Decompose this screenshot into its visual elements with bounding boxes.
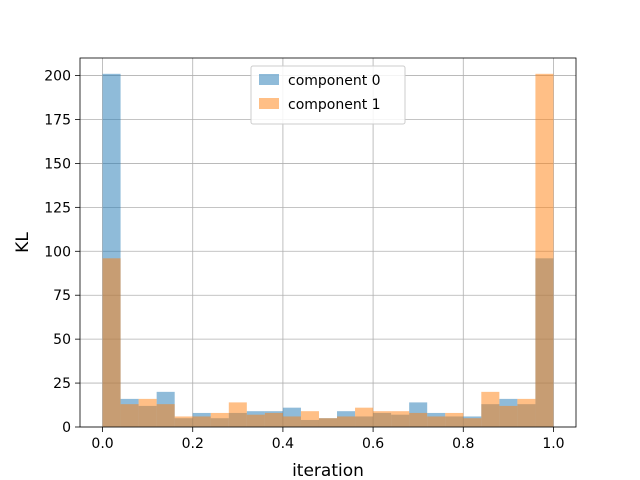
x-axis-ticks: 0.0 0.2 0.4 0.6 0.8 1.0	[91, 427, 565, 452]
y-axis-ticks: 0 25 50 75 100 125 150 175 200	[44, 69, 80, 436]
y-tick-label: 50	[53, 332, 71, 348]
y-tick-label: 25	[53, 376, 71, 392]
histogram-bar-component-1	[337, 416, 356, 427]
histogram-bar-component-1	[228, 402, 247, 427]
legend-label-component-1: component 1	[288, 97, 381, 113]
y-axis-label: KL	[13, 232, 33, 253]
legend-swatch-component-1	[259, 98, 279, 109]
histogram-bar-component-1	[210, 412, 229, 427]
plot-frame	[79, 57, 577, 428]
histogram-bar-component-1	[499, 405, 518, 427]
x-tick-label: 0.2	[182, 436, 204, 452]
y-tick-label: 175	[44, 113, 71, 129]
y-tick-label: 100	[44, 244, 71, 260]
legend-swatch-component-0	[259, 74, 279, 85]
y-tick-label: 200	[44, 69, 71, 85]
x-tick-label: 1.0	[542, 436, 564, 452]
histogram-bar-component-1	[264, 412, 283, 427]
x-tick-label: 0.4	[272, 436, 294, 452]
x-tick-label: 0.6	[362, 436, 384, 452]
y-tick-label: 125	[44, 200, 71, 216]
histogram-bar-component-1	[517, 398, 536, 427]
histogram-bar-component-1	[138, 398, 157, 427]
legend-box	[250, 65, 406, 125]
histogram-bar-component-1	[463, 418, 482, 427]
histogram-bar-component-1	[102, 258, 121, 427]
x-tick-label: 0.0	[91, 436, 113, 452]
histogram-bar-component-1	[445, 412, 464, 427]
y-tick-label: 0	[62, 420, 71, 436]
histogram-bar-component-1	[120, 404, 139, 427]
histogram-bar-component-1	[409, 412, 428, 427]
histogram-bar-component-1	[156, 404, 175, 427]
histogram-bar-component-1	[535, 73, 554, 428]
histogram-bar-component-1	[373, 411, 392, 427]
histogram-bar-component-1	[427, 416, 446, 427]
y-tick-label: 75	[53, 288, 71, 304]
histogram-bar-component-1	[391, 411, 410, 427]
histogram-bar-component-1	[481, 391, 500, 427]
histogram-bar-component-1	[318, 418, 338, 427]
histogram-bar-component-1	[282, 416, 301, 427]
histogram-bar-component-1	[192, 416, 211, 427]
histogram-bars	[102, 73, 554, 428]
histogram-bar-component-1	[300, 411, 319, 427]
histogram-bar-component-1	[246, 414, 265, 427]
legend: component 0 component 1	[250, 65, 406, 125]
x-tick-label: 0.8	[452, 436, 474, 452]
y-tick-label: 150	[44, 156, 71, 172]
legend-label-component-0: component 0	[288, 73, 381, 89]
histogram-bar-component-1	[174, 416, 193, 427]
histogram-bar-component-1	[355, 407, 374, 427]
x-axis-label: iteration	[292, 461, 364, 480]
